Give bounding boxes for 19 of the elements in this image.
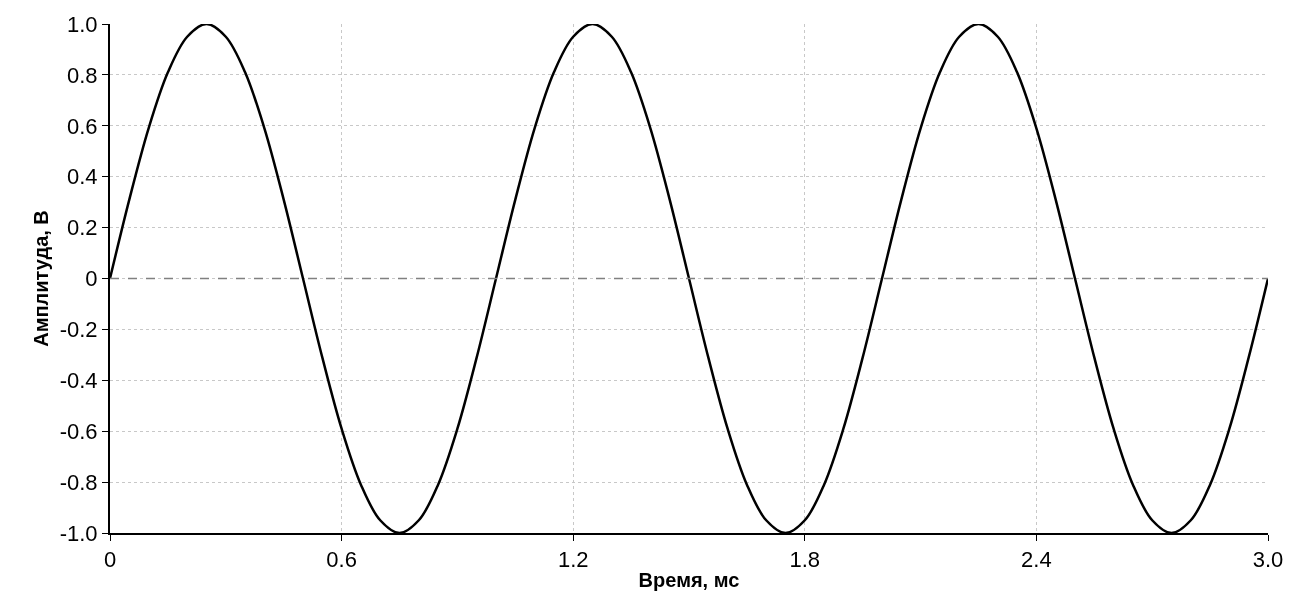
y-axis-title: Амплитуда, В — [29, 210, 52, 347]
y-tick-label: 0.8 — [67, 62, 98, 88]
y-tick-label: -0.6 — [59, 418, 98, 444]
y-tick-label: -0.8 — [59, 469, 98, 495]
x-tick-label: 2.4 — [1021, 547, 1052, 573]
y-tick-label: -1.0 — [59, 520, 98, 546]
y-tick-label: 0.4 — [67, 164, 98, 190]
x-tick-label: 3.0 — [1252, 547, 1284, 573]
x-axis-title: Время, мс — [638, 569, 740, 592]
y-tick-label: -0.4 — [59, 368, 98, 393]
y-tick-label: 0.6 — [67, 113, 98, 139]
y-tick-label: 0 — [85, 266, 98, 292]
x-tick-label: 0.6 — [326, 547, 357, 573]
y-tick-label: -0.2 — [59, 317, 98, 343]
y-tick-label: 1.0 — [67, 11, 98, 37]
x-tick-label: 1.8 — [789, 547, 821, 573]
x-tick-label: 0 — [103, 547, 117, 573]
y-tick-label: 0.2 — [67, 215, 98, 241]
x-tick-label: 1.2 — [557, 547, 589, 573]
